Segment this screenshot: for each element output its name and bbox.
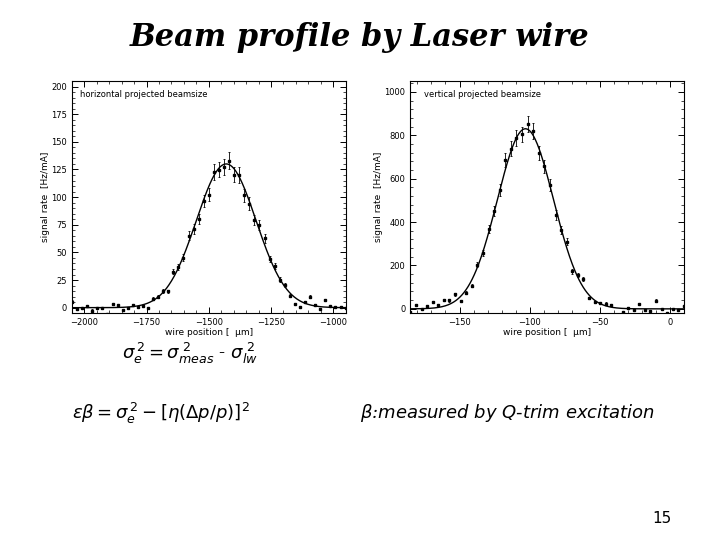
Text: $\beta$:$\mathit{measured\ by\ Q\text{-}trim\ excitation}$: $\beta$:$\mathit{measured\ by\ Q\text{-}… <box>360 402 655 424</box>
Text: Beam profile by Laser wire: Beam profile by Laser wire <box>130 22 590 53</box>
Text: $\varepsilon\beta = \sigma_e^{\,2} - [\eta(\Delta p/p)]^2$: $\varepsilon\beta = \sigma_e^{\,2} - [\e… <box>72 401 250 426</box>
Text: 15: 15 <box>653 511 672 526</box>
Text: vertical projected beamsize: vertical projected beamsize <box>424 90 541 99</box>
X-axis label: wire position [  μm]: wire position [ μm] <box>165 328 253 338</box>
Y-axis label: signal rate  [Hz/mA]: signal rate [Hz/mA] <box>41 152 50 242</box>
X-axis label: wire position [  μm]: wire position [ μm] <box>503 328 591 338</box>
Y-axis label: signal rate  [Hz/mA]: signal rate [Hz/mA] <box>374 152 383 242</box>
Text: $\sigma_e^{\,2} = \sigma_{meas}^{\;2}$ - $\sigma_{lw}^{\;2}$: $\sigma_e^{\,2} = \sigma_{meas}^{\;2}$ -… <box>122 341 258 366</box>
Text: horizontal projected beamsize: horizontal projected beamsize <box>80 90 207 99</box>
